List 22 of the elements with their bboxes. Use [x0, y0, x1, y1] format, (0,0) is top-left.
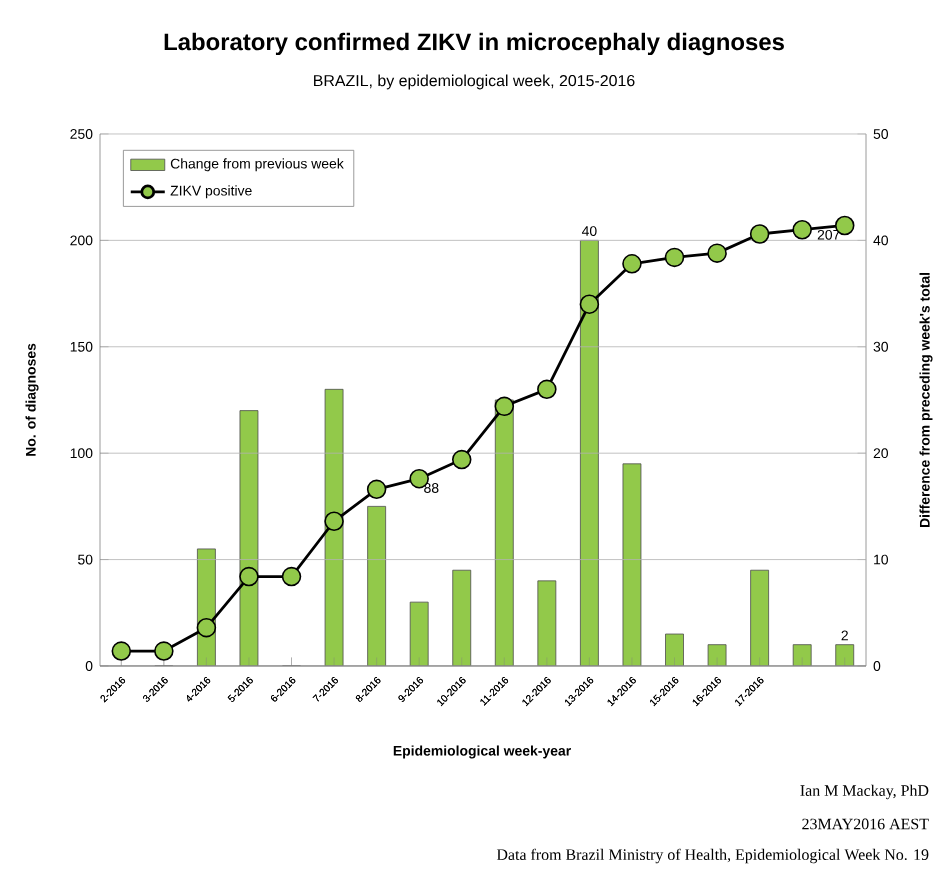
point: [792, 219, 812, 240]
point: [324, 511, 344, 532]
point: [451, 449, 472, 470]
point: [579, 294, 600, 314]
point: [664, 247, 685, 268]
bar: [750, 569, 770, 666]
bar: [537, 580, 557, 666]
point: [749, 224, 770, 244]
point: [537, 379, 557, 400]
point: [281, 566, 302, 587]
point: [707, 243, 727, 263]
bar: [367, 505, 387, 666]
chart-title: Laboratory confirmed ZIKV in microcephaly diagnoses: [164, 32, 784, 56]
bar: [452, 569, 472, 666]
point: [239, 566, 259, 587]
point: [111, 641, 132, 661]
point: [622, 254, 642, 274]
point: [196, 617, 217, 638]
point: [366, 479, 387, 500]
point: [154, 641, 174, 661]
point: [494, 396, 515, 417]
bar: [409, 601, 429, 666]
